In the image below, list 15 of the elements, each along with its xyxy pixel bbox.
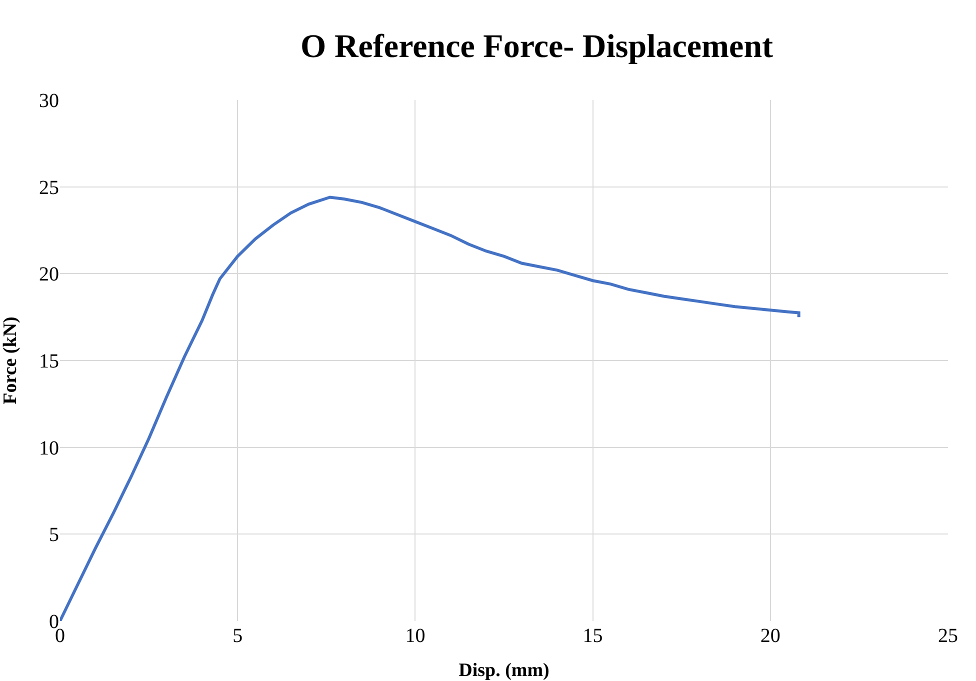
y-tick-label: 15 bbox=[39, 350, 59, 372]
y-axis-title: Force (kN) bbox=[0, 316, 21, 404]
x-tick-label: 25 bbox=[938, 625, 958, 647]
line-series bbox=[60, 196, 800, 621]
x-tick-label: 10 bbox=[405, 625, 426, 647]
y-tick-label: 5 bbox=[49, 524, 59, 546]
y-tick-label: 30 bbox=[39, 90, 59, 112]
y-tick-label: 10 bbox=[39, 437, 59, 460]
x-tick-label: 15 bbox=[582, 625, 603, 647]
x-axis-title: Disp. (mm) bbox=[458, 660, 550, 681]
y-tick-label: 20 bbox=[39, 264, 59, 286]
y-tick-label: 25 bbox=[39, 176, 59, 199]
chart-title: O Reference Force- Displacement bbox=[300, 29, 774, 66]
x-tick-label: 20 bbox=[760, 625, 780, 647]
x-tick-label: 5 bbox=[232, 625, 243, 647]
